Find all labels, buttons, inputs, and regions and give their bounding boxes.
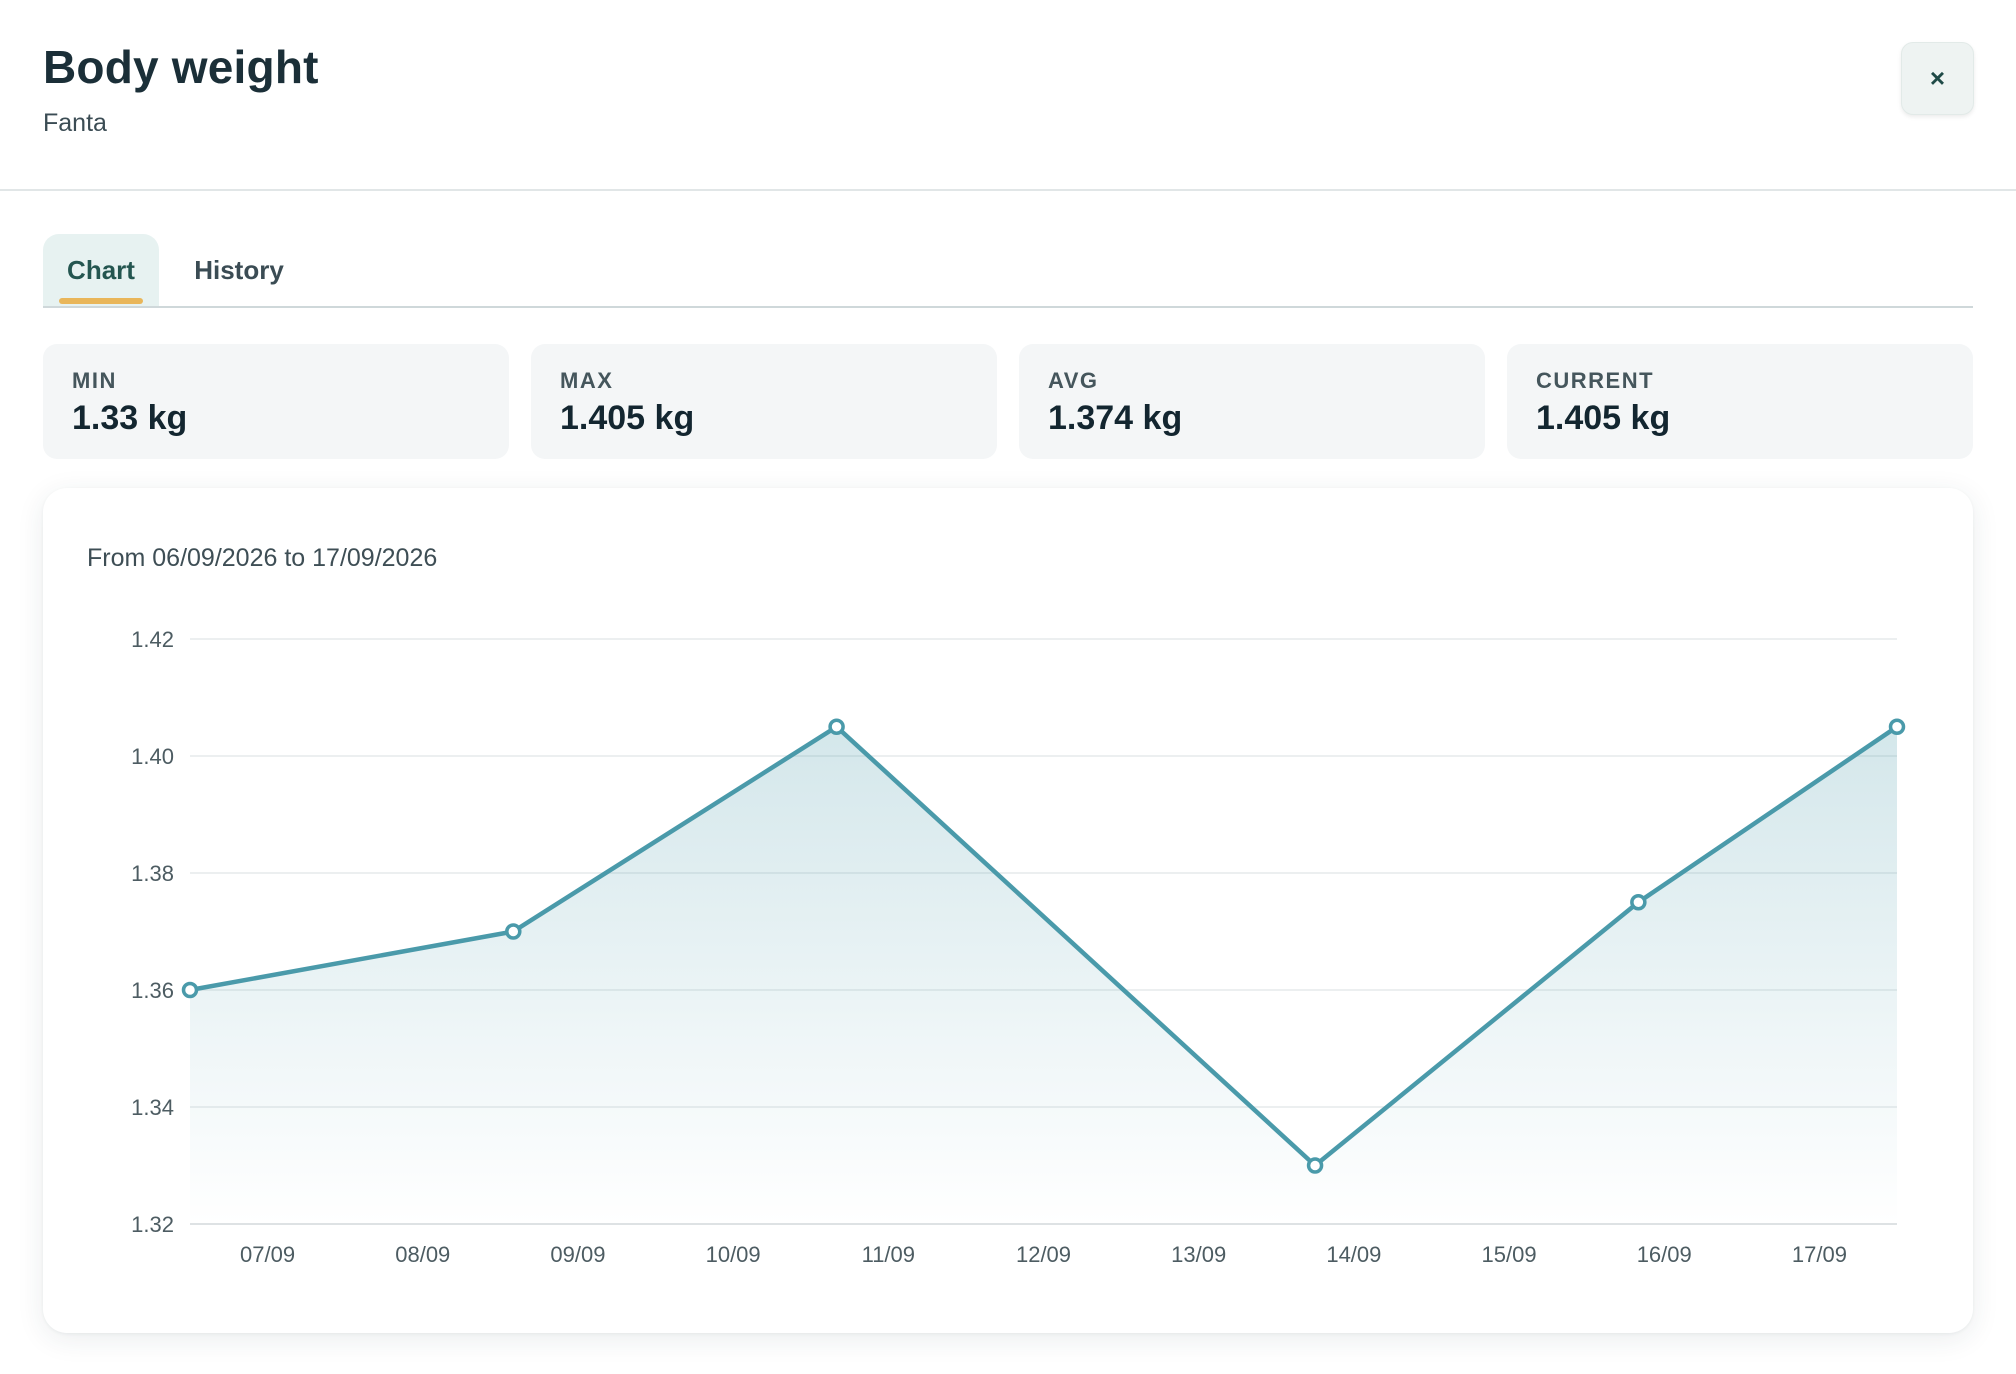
x-tick-label: 16/09 bbox=[1637, 1242, 1692, 1267]
data-point[interactable] bbox=[1888, 718, 1906, 735]
stat-min-value: 1.33 kg bbox=[72, 399, 188, 437]
stats-row: MIN 1.33 kg MAX 1.405 kg AVG 1.374 kg CU… bbox=[43, 344, 1973, 459]
stat-current: CURRENT 1.405 kg bbox=[1507, 344, 1973, 459]
x-tick-label: 09/09 bbox=[550, 1242, 605, 1267]
stat-min-label: MIN bbox=[72, 368, 117, 393]
pet-name: Fanta bbox=[43, 109, 107, 137]
stat-max-value: 1.405 kg bbox=[560, 399, 695, 437]
x-tick-label: 10/09 bbox=[706, 1242, 761, 1267]
tab-chart[interactable]: Chart bbox=[43, 234, 159, 306]
y-tick-label: 1.36 bbox=[131, 978, 174, 1003]
data-point[interactable] bbox=[828, 718, 845, 735]
active-tab-indicator bbox=[59, 298, 143, 304]
close-button[interactable]: × bbox=[1901, 42, 1974, 115]
x-tick-label: 08/09 bbox=[395, 1242, 450, 1267]
stat-max-label: MAX bbox=[560, 368, 614, 393]
data-point[interactable] bbox=[181, 981, 199, 999]
series-line bbox=[187, 724, 1900, 1168]
series-area bbox=[190, 726, 1897, 1224]
data-point[interactable] bbox=[505, 923, 522, 940]
stat-avg-label: AVG bbox=[1048, 368, 1099, 393]
x-tick-label: 15/09 bbox=[1482, 1242, 1537, 1267]
page-title: Body weight bbox=[43, 41, 319, 93]
stat-current-value: 1.405 kg bbox=[1536, 399, 1671, 437]
data-point[interactable] bbox=[1630, 894, 1647, 911]
modal-header: Body weight Fanta × bbox=[0, 0, 2016, 191]
stat-avg: AVG 1.374 kg bbox=[1019, 344, 1485, 459]
x-tick-label: 07/09 bbox=[240, 1242, 295, 1267]
stat-current-label: CURRENT bbox=[1536, 368, 1655, 393]
x-tick-label: 17/09 bbox=[1792, 1242, 1847, 1267]
chart-card: From 06/09/2026 to 17/09/2026 1.32 1.34 1.… bbox=[43, 488, 1973, 1333]
x-tick-label: 12/09 bbox=[1016, 1242, 1071, 1267]
stat-max: MAX 1.405 kg bbox=[531, 344, 997, 459]
stat-min: MIN 1.33 kg bbox=[43, 344, 509, 459]
tab-history-label: History bbox=[194, 254, 284, 285]
stat-avg-value: 1.374 kg bbox=[1048, 399, 1183, 437]
x-tick-label: 11/09 bbox=[862, 1242, 915, 1267]
data-point[interactable] bbox=[1306, 1157, 1324, 1174]
y-tick-label: 1.38 bbox=[131, 861, 174, 886]
x-tick-label: 13/09 bbox=[1171, 1242, 1226, 1267]
y-tick-label: 1.32 bbox=[131, 1212, 174, 1237]
weight-chart: 1.32 1.34 1.36 1.38 1.40 1.42 07/09 08/09 09/09… bbox=[131, 627, 1906, 1267]
chart-date-range: From 06/09/2026 to 17/09/2026 bbox=[87, 544, 438, 572]
tab-chart-label: Chart bbox=[67, 254, 135, 285]
y-tick-label: 1.34 bbox=[131, 1095, 174, 1120]
tab-bar: Chart History bbox=[43, 234, 1973, 308]
y-tick-label: 1.42 bbox=[131, 627, 174, 652]
tab-history[interactable]: History bbox=[169, 234, 309, 306]
x-tick-label: 14/09 bbox=[1326, 1242, 1381, 1267]
close-icon: × bbox=[1929, 63, 1946, 93]
y-tick-label: 1.40 bbox=[131, 744, 174, 769]
